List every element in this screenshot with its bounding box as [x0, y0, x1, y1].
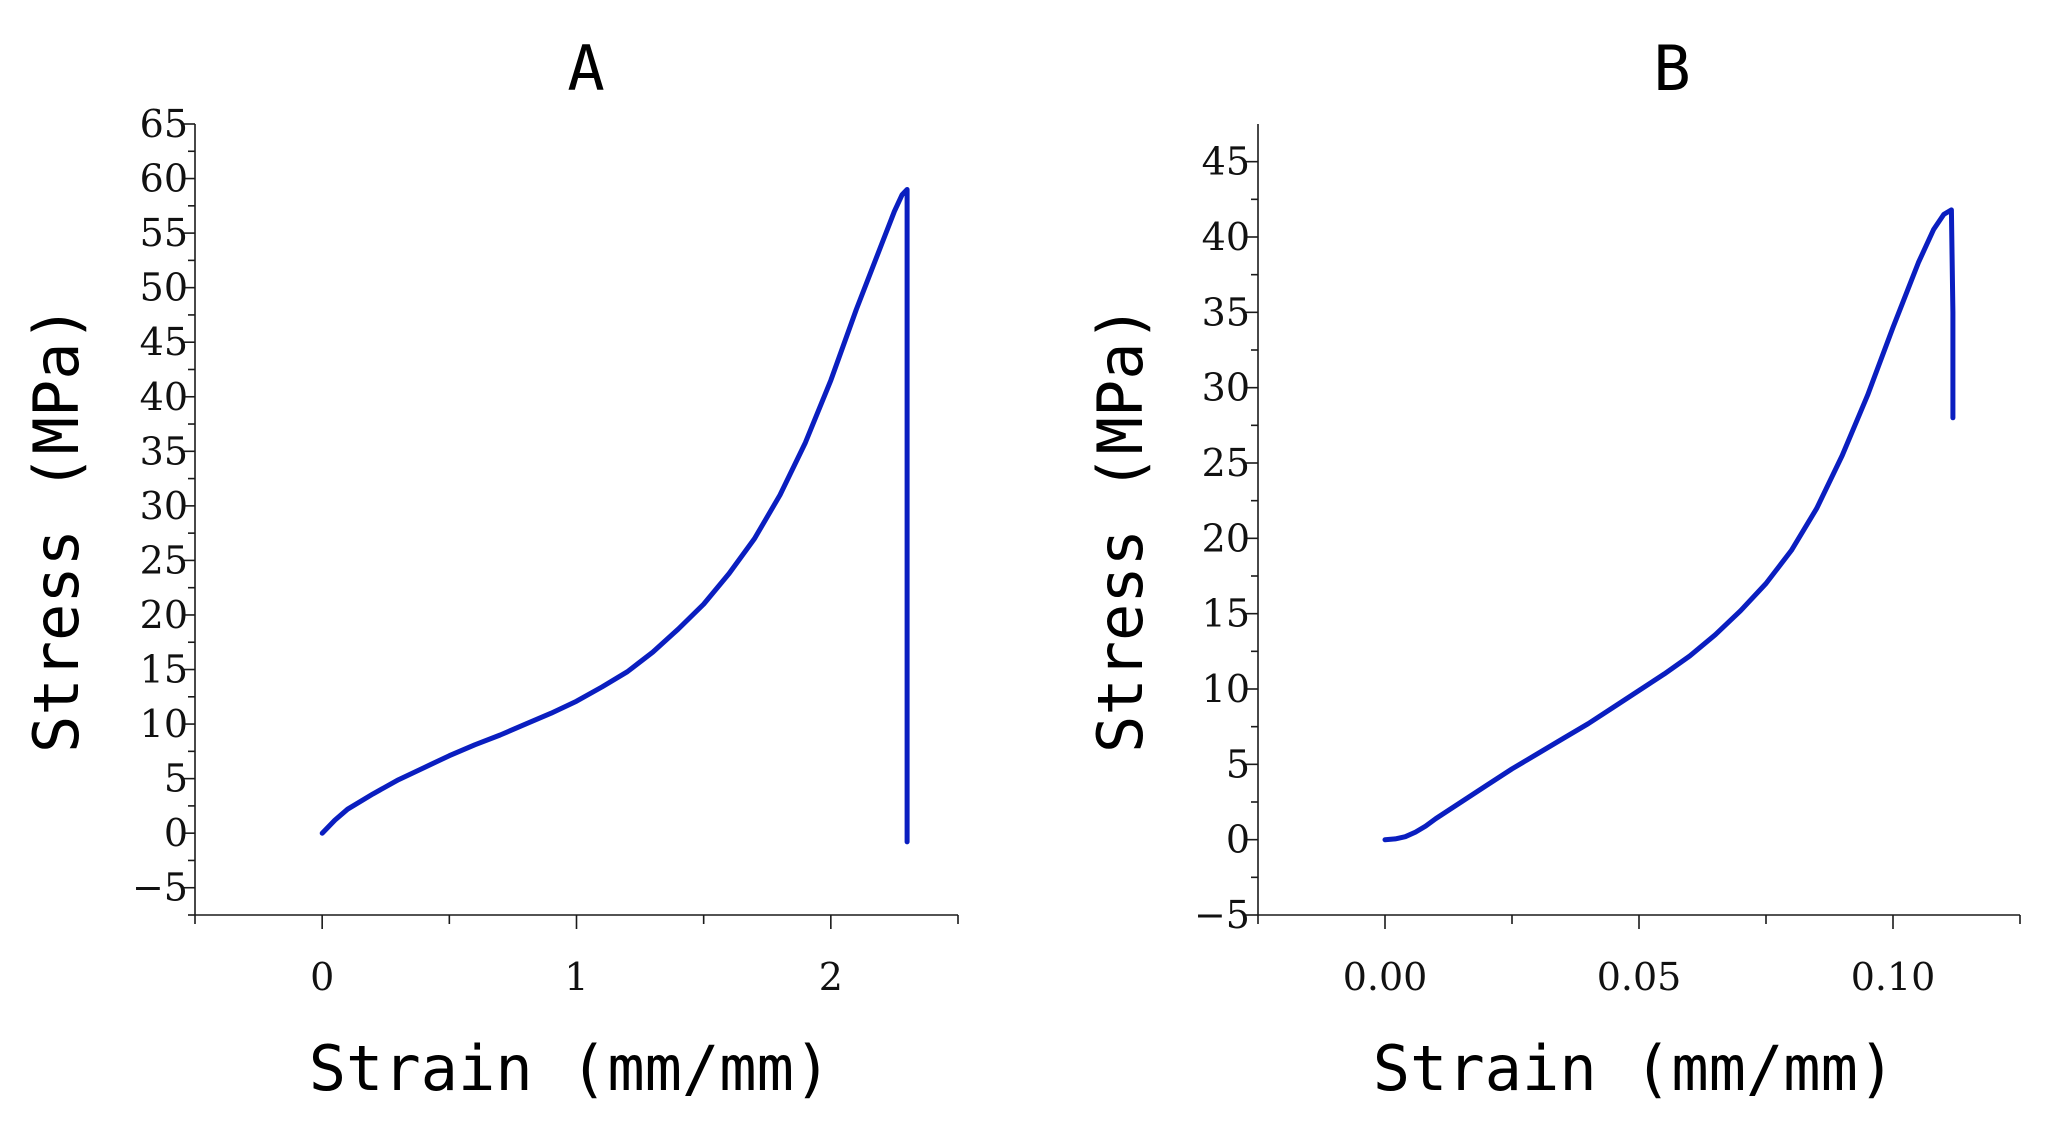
y-tick-label: 25 — [1202, 441, 1250, 485]
x-tick-label: 0.05 — [1597, 955, 1682, 999]
y-tick-label: 40 — [140, 375, 188, 419]
y-tick-label: 35 — [140, 429, 188, 473]
y-tick-label: 10 — [140, 702, 188, 746]
y-tick-label: 45 — [1202, 140, 1250, 184]
y-tick-label: 15 — [140, 648, 188, 692]
x-tick-label: 0.10 — [1851, 955, 1936, 999]
x-tick-label: 2 — [819, 955, 843, 999]
panel-title: B — [1653, 32, 1690, 105]
y-tick-label: 55 — [140, 211, 188, 255]
y-tick-label: 5 — [164, 757, 188, 801]
y-tick-label: 25 — [140, 538, 188, 582]
y-tick-label: 0 — [1226, 818, 1250, 862]
y-axis-title: Stress (MPa) — [20, 305, 93, 753]
stress-strain-line — [1382, 207, 1956, 843]
y-axis-title: Stress (MPa) — [1084, 305, 1157, 753]
y-tick-label: 0 — [164, 811, 188, 855]
y-tick-label: 45 — [140, 320, 188, 364]
x-tick-label: 1 — [564, 955, 588, 999]
panel-title: A — [567, 32, 604, 105]
y-tick-label: 30 — [1202, 366, 1250, 410]
panel-a: −5 0 5 10 15 20 25 30 35 40 45 50 55 60 65 0 1 2 A Strain (… — [20, 32, 959, 1105]
x-axis-title: Strain (mm/mm) — [309, 1032, 832, 1105]
y-tick-label: 30 — [140, 484, 188, 528]
x-tick-label: 0.00 — [1343, 955, 1428, 999]
x-axis-title: Strain (mm/mm) — [1373, 1032, 1896, 1105]
y-tick-label: 65 — [140, 102, 188, 146]
y-tick-label: 15 — [1202, 592, 1250, 636]
stress-strain-line — [319, 187, 910, 845]
y-tick-label: 35 — [1202, 290, 1250, 334]
y-tick-label: 40 — [1202, 215, 1250, 259]
y-tick-label: 10 — [1202, 667, 1250, 711]
y-tick-label: 20 — [1202, 516, 1250, 560]
y-tick-label: 50 — [140, 266, 188, 310]
y-tick-label: 60 — [140, 157, 188, 201]
y-tick-label: 20 — [140, 593, 188, 637]
x-tick-label: 0 — [310, 955, 334, 999]
y-tick-label: 5 — [1226, 742, 1250, 786]
y-tick-label: −5 — [132, 866, 188, 910]
y-tick-label: −5 — [1194, 893, 1250, 937]
panel-b: −5 0 5 10 15 20 25 30 35 40 45 0.00 0.05 0.10 B Strain … — [1084, 32, 2021, 1105]
